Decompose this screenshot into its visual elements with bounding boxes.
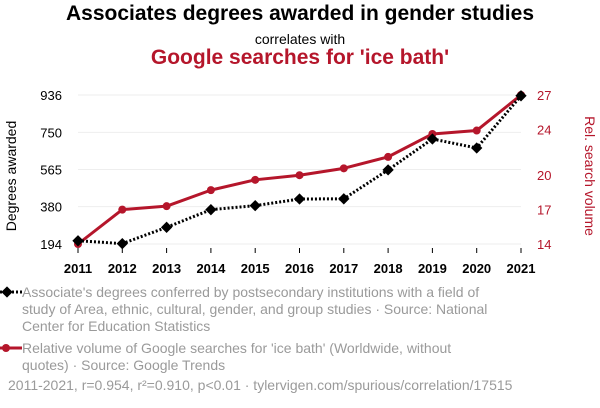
- point-ice-bath: [472, 126, 481, 135]
- legend-marker-degrees: [0, 286, 22, 298]
- legend-marker-ice-bath: [0, 344, 22, 352]
- point-ice-bath: [118, 205, 127, 214]
- x-tick-label: 2012: [108, 261, 137, 276]
- left-axis-ticks: 194 380 565 750 936: [40, 88, 62, 252]
- point-degrees: [205, 204, 217, 216]
- gridlines: [78, 94, 521, 245]
- x-tick-label: 2014: [196, 261, 226, 276]
- point-ice-bath: [339, 164, 348, 173]
- x-tick-label: 2018: [374, 261, 403, 276]
- right-tick-label: 20: [537, 168, 551, 183]
- x-axis-ticks: 2011 2012 2013 2014 2015 2016 2017 2018 2019 2020…: [64, 248, 536, 276]
- right-tick-label: 24: [537, 122, 551, 137]
- x-tick-label: 2016: [285, 261, 314, 276]
- x-tick-label: 2011: [64, 261, 92, 276]
- right-axis-ticks: 14 17 20 24 27: [537, 88, 551, 252]
- right-tick-label: 14: [537, 237, 551, 252]
- x-tick-label: 2020: [462, 261, 491, 276]
- y-axis-label: Degrees awarded: [3, 121, 19, 232]
- right-tick-label: 27: [537, 88, 551, 103]
- chart-subtitle: Google searches for 'ice bath': [150, 46, 450, 69]
- y2-axis-label: Rel. search volume: [582, 116, 598, 236]
- left-tick-label: 565: [40, 163, 62, 178]
- right-tick-label: 17: [537, 203, 551, 218]
- left-tick-label: 194: [40, 237, 62, 252]
- legend-ice-bath: Relative volume of Google searches for '…: [22, 340, 452, 373]
- correlates-with-text: correlates with: [254, 31, 346, 47]
- point-ice-bath: [206, 186, 215, 195]
- point-degrees: [471, 142, 483, 154]
- point-degrees: [72, 235, 84, 247]
- x-tick-label: 2017: [329, 261, 358, 276]
- chart-title: Associates degrees awarded in gender stu…: [65, 2, 534, 25]
- point-ice-bath: [162, 202, 171, 211]
- x-tick-label: 2019: [418, 261, 447, 276]
- legend-degrees: Associate's degrees conferred by postsec…: [22, 284, 488, 334]
- point-degrees: [293, 193, 306, 205]
- point-ice-bath: [295, 171, 304, 180]
- left-tick-label: 380: [40, 200, 62, 215]
- x-tick-label: 2015: [241, 261, 270, 276]
- x-tick-label: 2021: [507, 261, 536, 276]
- x-tick-label: 2013: [152, 261, 181, 276]
- footer-stats: 2011-2021, r=0.954, r²=0.910, p<0.01 · t…: [8, 377, 513, 393]
- point-degrees: [382, 164, 394, 176]
- left-tick-label: 936: [40, 88, 62, 103]
- point-ice-bath: [384, 152, 393, 161]
- point-ice-bath: [251, 175, 260, 184]
- point-degrees: [249, 199, 261, 212]
- point-degrees: [338, 193, 350, 205]
- point-degrees: [160, 221, 173, 233]
- left-tick-label: 750: [40, 125, 62, 140]
- point-degrees: [116, 237, 128, 250]
